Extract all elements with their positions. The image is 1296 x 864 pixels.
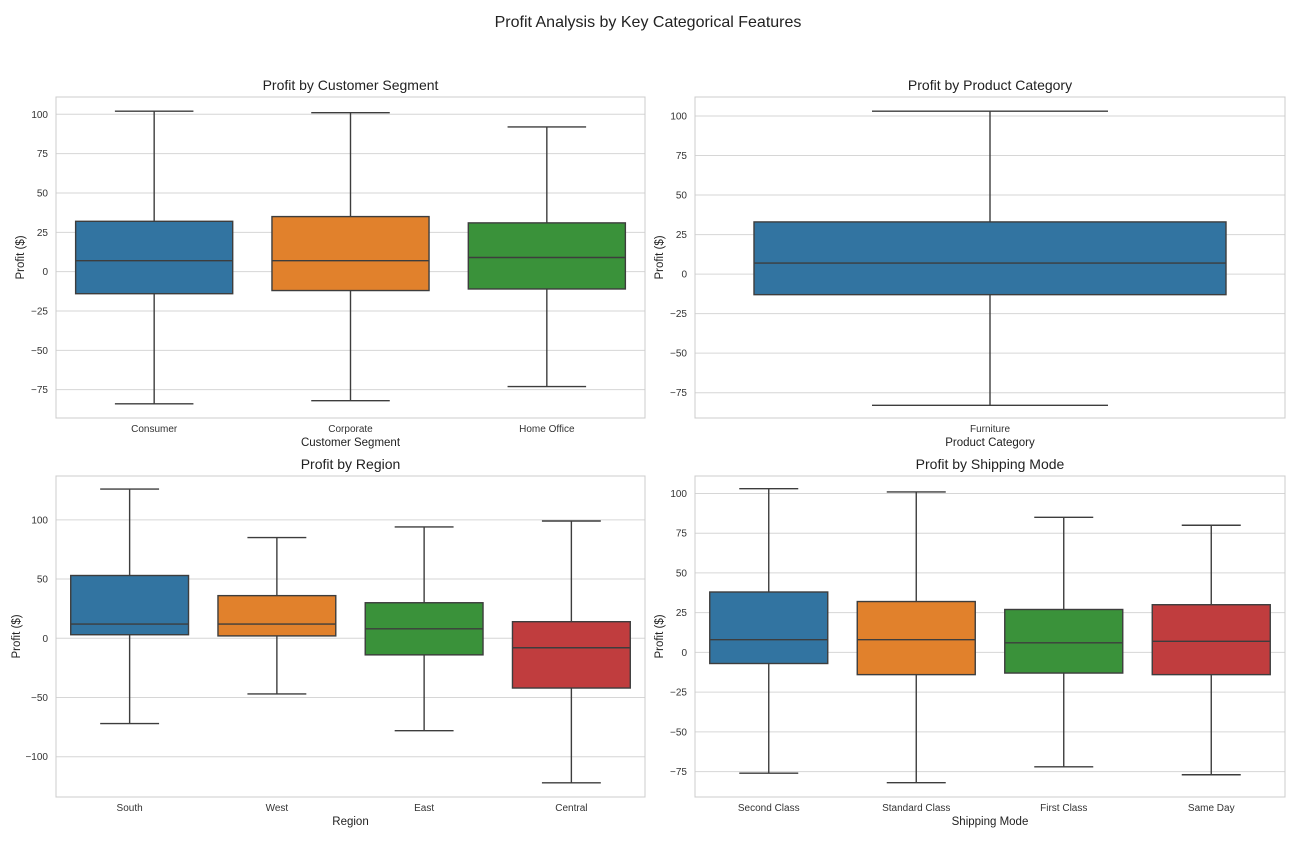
y-tick-label: 75 [676, 151, 688, 162]
iqr-box [271, 215, 430, 292]
box-same-day [1151, 524, 1271, 776]
x-axis-label: Product Category [945, 437, 1035, 449]
y-tick-label: −75 [31, 385, 48, 396]
x-tick-label: Central [555, 803, 587, 814]
y-tick-label: 0 [42, 634, 48, 645]
box-consumer [74, 110, 234, 405]
figure-title: Profit Analysis by Key Categorical Featu… [494, 14, 802, 31]
x-tick-label: Same Day [1188, 803, 1235, 814]
y-tick-label: 100 [31, 110, 48, 121]
box-second-class [709, 488, 829, 774]
box-central [511, 520, 631, 784]
y-axis-label: Profit ($) [15, 235, 27, 279]
axes-frame [694, 96, 1286, 419]
box-standard-class [856, 491, 976, 784]
box-west [217, 536, 337, 695]
y-tick-label: −50 [670, 349, 687, 360]
subplot-title: Profit by Region [301, 456, 401, 472]
y-tick-label: 100 [670, 489, 687, 500]
x-axis-label: Customer Segment [301, 437, 401, 449]
x-tick-label: First Class [1040, 803, 1087, 814]
box-east [364, 526, 484, 732]
y-tick-label: 75 [676, 529, 688, 540]
y-tick-label: 100 [31, 515, 48, 526]
y-tick-label: 50 [676, 568, 688, 579]
iqr-box [709, 591, 829, 665]
x-tick-label: Corporate [328, 424, 373, 435]
iqr-box [856, 600, 976, 676]
y-tick-label: 25 [676, 230, 688, 241]
x-tick-label: West [266, 803, 289, 814]
iqr-box [753, 221, 1227, 296]
box-home-office [467, 126, 627, 388]
subplot-title: Profit by Customer Segment [263, 77, 439, 93]
iqr-box [511, 620, 631, 689]
x-tick-label: Furniture [970, 424, 1010, 435]
subplot-2: 100 75 50 25 0 −25 −50 −75 Furniture Profit by Pr… [654, 77, 1286, 449]
y-tick-label: 100 [670, 111, 687, 122]
box-first-class [1004, 516, 1124, 768]
x-tick-label: Standard Class [882, 803, 950, 814]
box-south [70, 488, 190, 725]
y-tick-label: 25 [676, 608, 688, 619]
subplot-title: Profit by Shipping Mode [916, 456, 1065, 472]
subplot-3: 100 50 0 −50 −100 South West East Central Profit … [11, 456, 646, 828]
y-axis-label: Profit ($) [654, 235, 666, 279]
y-tick-label: −100 [25, 752, 48, 763]
iqr-box [1151, 604, 1271, 676]
y-tick-label: −50 [31, 693, 48, 704]
x-tick-label: Consumer [131, 424, 178, 435]
iqr-box [70, 574, 190, 636]
y-tick-label: −25 [670, 309, 687, 320]
axes-frame [55, 96, 646, 419]
y-tick-label: 50 [37, 188, 49, 199]
y-tick-label: −50 [31, 346, 48, 357]
iqr-box [467, 222, 627, 290]
y-tick-label: −25 [670, 688, 687, 699]
y-tick-label: 75 [37, 149, 49, 160]
x-axis-label: Region [332, 816, 368, 828]
box-furniture [753, 110, 1227, 407]
box-corporate [271, 112, 430, 402]
y-tick-label: −25 [31, 307, 48, 318]
x-tick-label: Second Class [738, 803, 800, 814]
subplot-1: 100 75 50 25 0 −25 −50 −75 Consumer Corporate Home… [15, 77, 646, 449]
subplot-title: Profit by Product Category [908, 77, 1072, 93]
iqr-box [1004, 608, 1124, 674]
y-tick-label: 0 [681, 648, 687, 659]
x-tick-label: East [414, 803, 434, 814]
y-tick-label: −75 [670, 388, 687, 399]
y-tick-label: 25 [37, 228, 49, 239]
y-axis-label: Profit ($) [11, 614, 23, 658]
y-tick-label: 50 [676, 191, 688, 202]
y-tick-label: 0 [681, 270, 687, 281]
subplot-4: 100 75 50 25 0 −25 −50 −75 Second Class Standard … [654, 456, 1286, 828]
iqr-box [217, 594, 337, 637]
y-axis-label: Profit ($) [654, 614, 666, 658]
x-axis-label: Shipping Mode [952, 816, 1029, 828]
y-tick-label: −50 [670, 727, 687, 738]
y-tick-label: −75 [670, 767, 687, 778]
iqr-box [74, 220, 234, 295]
axes-frame [55, 475, 646, 798]
x-tick-label: South [117, 803, 143, 814]
y-tick-label: 50 [37, 575, 49, 586]
x-tick-label: Home Office [519, 424, 575, 435]
y-tick-label: 0 [42, 267, 48, 278]
axes-frame [694, 475, 1286, 798]
